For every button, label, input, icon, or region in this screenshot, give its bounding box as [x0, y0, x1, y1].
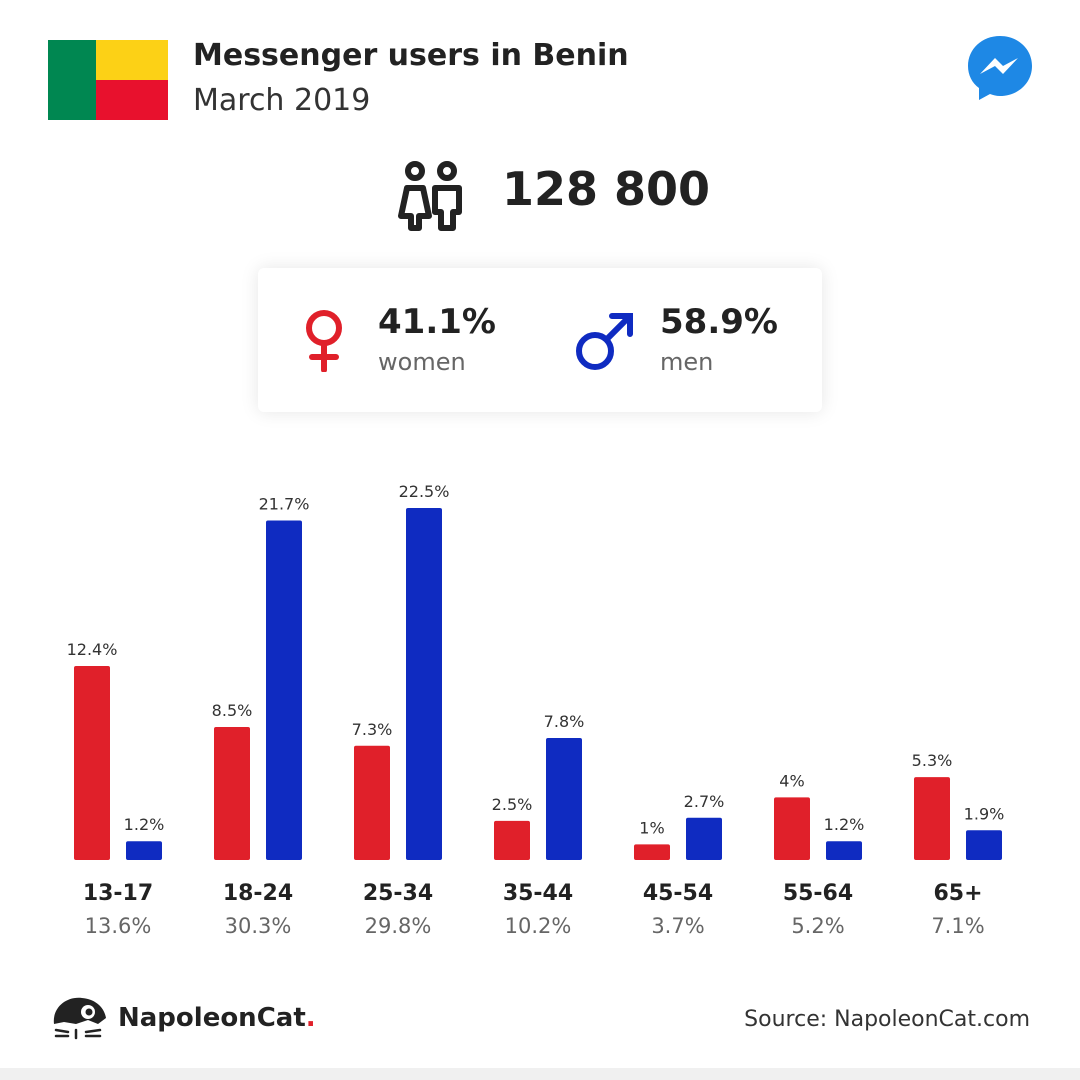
bar-value-label: 7.3%	[352, 720, 393, 739]
total-users-value: 128 800	[502, 162, 711, 216]
bar-value-label: 2.5%	[492, 795, 533, 814]
bar-value-label: 1.2%	[124, 815, 165, 834]
bar-value-label: 1.9%	[964, 804, 1005, 823]
bar-55-64-series-1	[774, 797, 810, 860]
category-total-label: 7.1%	[931, 914, 984, 938]
female-symbol-icon	[306, 310, 342, 372]
page-title: Messenger users in Benin	[193, 38, 629, 73]
category-label: 35-44	[503, 881, 573, 906]
bar-65+-series-2	[966, 830, 1002, 860]
category-label: 65+	[933, 881, 982, 906]
women-label: women	[378, 348, 466, 376]
bar-13-17-series-1	[74, 666, 110, 860]
category-label: 55-64	[783, 881, 853, 906]
category-label: 25-34	[363, 881, 433, 906]
bar-value-label: 1%	[639, 818, 664, 837]
bar-18-24-series-2	[266, 520, 302, 860]
brand-name: NapoleonCat	[118, 1003, 306, 1033]
bar-35-44-series-2	[546, 737, 582, 860]
age-gender-bar-chart: 12.4% 1.2% 13-17 13.6% 8.5% 21.7% 18-24 30.3% 7.…	[67, 482, 1005, 938]
bar-35-44-series-1	[494, 820, 530, 860]
flag-red-band	[96, 80, 168, 120]
bar-65+-series-1	[914, 777, 950, 860]
bar-value-label: 1.2%	[824, 815, 865, 834]
category-label: 45-54	[643, 881, 713, 906]
napoleoncat-logo-icon	[53, 997, 106, 1040]
source-credit: Source: NapoleonCat.com	[744, 1007, 1030, 1032]
bar-55-64-series-2	[826, 841, 862, 860]
category-total-label: 30.3%	[225, 914, 292, 938]
men-label: men	[660, 348, 714, 376]
bar-value-label: 4%	[779, 771, 804, 790]
women-percent: 41.1%	[378, 302, 496, 342]
category-total-label: 5.2%	[791, 914, 844, 938]
brand-dot: .	[305, 1003, 316, 1033]
category-total-label: 10.2%	[505, 914, 572, 938]
bar-value-label: 8.5%	[212, 701, 253, 720]
bar-13-17-series-2	[126, 841, 162, 860]
bar-25-34-series-2	[406, 508, 442, 860]
bar-value-label: 5.3%	[912, 751, 953, 770]
bar-45-54-series-2	[686, 817, 722, 860]
bar-value-label: 22.5%	[399, 482, 450, 501]
users-icon	[398, 161, 462, 231]
benin-flag	[48, 40, 168, 120]
category-label: 18-24	[223, 881, 293, 906]
flag-green-band	[48, 40, 96, 120]
napoleoncat-brand: NapoleonCat.	[118, 1003, 316, 1033]
page-subtitle: March 2019	[193, 83, 371, 118]
bar-45-54-series-1	[634, 844, 670, 860]
category-total-label: 29.8%	[365, 914, 432, 938]
flag-yellow-band	[96, 40, 168, 80]
bar-value-label: 12.4%	[67, 640, 118, 659]
category-total-label: 13.6%	[85, 914, 152, 938]
men-percent: 58.9%	[660, 302, 778, 342]
bar-value-label: 2.7%	[684, 792, 725, 811]
messenger-icon	[968, 36, 1032, 100]
bottom-strip	[0, 1068, 1080, 1080]
category-label: 13-17	[83, 881, 153, 906]
bar-value-label: 7.8%	[544, 712, 585, 731]
bar-18-24-series-1	[214, 727, 250, 860]
bar-25-34-series-1	[354, 745, 390, 860]
bar-value-label: 21.7%	[259, 495, 310, 514]
male-symbol-icon	[576, 313, 633, 370]
category-total-label: 3.7%	[651, 914, 704, 938]
gender-split-card	[258, 268, 822, 412]
